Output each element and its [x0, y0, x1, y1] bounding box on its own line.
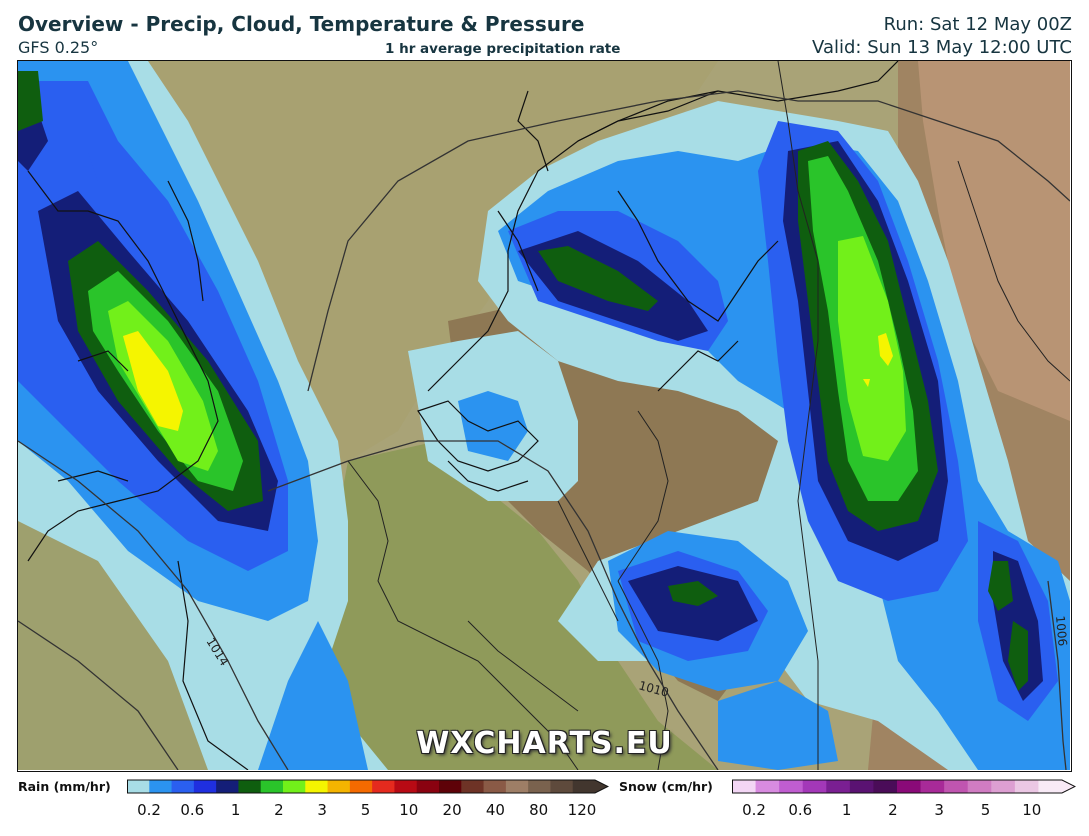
snow-color-swatch: [1038, 780, 1063, 793]
snow-legend-label: Snow (cm/hr): [619, 779, 713, 794]
rain-tick-label: 2: [274, 801, 284, 819]
watermark: WXCHARTS.EU: [416, 726, 673, 761]
product-label: 1 hr average precipitation rate: [385, 41, 621, 57]
snow-color-swatch: [920, 780, 945, 793]
rain-color-swatch: [394, 780, 418, 793]
snow-colorbar: [732, 779, 1076, 794]
snow-color-swatch: [991, 780, 1016, 793]
rain-color-swatch: [127, 780, 150, 793]
rain-tick-label: 1: [230, 801, 241, 819]
chart-title: Overview - Precip, Cloud, Temperature & …: [18, 12, 585, 36]
rain-color-swatch: [528, 780, 551, 793]
rain-color-swatch: [461, 780, 485, 793]
snow-tick-label: 5: [980, 801, 991, 819]
snow-color-swatch: [802, 780, 827, 793]
snow-color-swatch: [755, 780, 780, 793]
snow-tick-label: 0.2: [742, 801, 766, 819]
snow-color-swatch: [1014, 780, 1039, 793]
rain-tick-label: 3: [317, 801, 327, 819]
coastlines: [27, 61, 899, 770]
model-label: GFS 0.25°: [18, 38, 99, 57]
rain-color-swatch: [505, 780, 529, 793]
snow-color-swatch: [873, 780, 898, 793]
snow-tick-label: 2: [888, 801, 898, 819]
rain-tick-label: 120: [567, 801, 597, 819]
rain-tick-label: 80: [529, 801, 549, 819]
rain-color-swatch: [572, 780, 596, 793]
rain-tick-label: 5: [360, 801, 371, 819]
snow-tick-label: 1: [841, 801, 852, 819]
snow-tick-label: 0.6: [788, 801, 813, 819]
rain-color-swatch: [193, 780, 217, 793]
precip-layer: [18, 61, 1070, 770]
snow-tick-label: 10: [1022, 801, 1042, 819]
rain-color-swatch: [283, 780, 306, 793]
snow-color-swatch: [732, 780, 757, 793]
rain-color-swatch: [238, 780, 262, 793]
rain-color-swatch: [550, 780, 574, 793]
rain-color-swatch: [171, 780, 195, 793]
valid-label: Valid: Sun 13 May 12:00 UTC: [812, 37, 1072, 58]
snow-color-swatch: [849, 780, 874, 793]
rain-color-swatch: [483, 780, 507, 793]
run-label: Run: Sat 12 May 00Z: [883, 14, 1072, 35]
rain-color-swatch: [216, 780, 239, 793]
rain-color-swatch: [260, 780, 284, 793]
highland-east-light: [918, 61, 1070, 421]
rain-tick-label: 40: [485, 801, 505, 819]
rain-color-swatch: [305, 780, 329, 793]
map-canvas: 1014 1010 1006: [18, 61, 1070, 770]
rain-tick-label: 10: [399, 801, 419, 819]
rain-color-swatch: [349, 780, 373, 793]
rain-color-swatch: [439, 780, 462, 793]
rain-tick-label: 20: [442, 801, 462, 819]
rain-color-swatch: [416, 780, 440, 793]
lowland: [318, 441, 718, 770]
isobars: [18, 90, 1070, 770]
rain-colorbar: [127, 779, 609, 794]
snow-tick-label: 3: [934, 801, 944, 819]
country-borders: [347, 61, 1070, 770]
snow-color-swatch: [967, 780, 992, 793]
rain-color-swatch: [149, 780, 173, 793]
rain-color-swatch: [372, 780, 395, 793]
weather-map[interactable]: 1014 1010 1006 WXCHARTS.EU: [17, 60, 1072, 772]
snow-color-swatch: [897, 780, 922, 793]
snow-color-swatch: [779, 780, 804, 793]
rain-legend-label: Rain (mm/hr): [18, 779, 111, 794]
rain-color-swatch: [327, 780, 351, 793]
rain-tick-label: 0.2: [137, 801, 161, 819]
snow-color-swatch: [826, 780, 851, 793]
snow-color-swatch: [944, 780, 969, 793]
rain-tick-label: 0.6: [180, 801, 205, 819]
isobar-label-1006: 1006: [1053, 615, 1070, 647]
